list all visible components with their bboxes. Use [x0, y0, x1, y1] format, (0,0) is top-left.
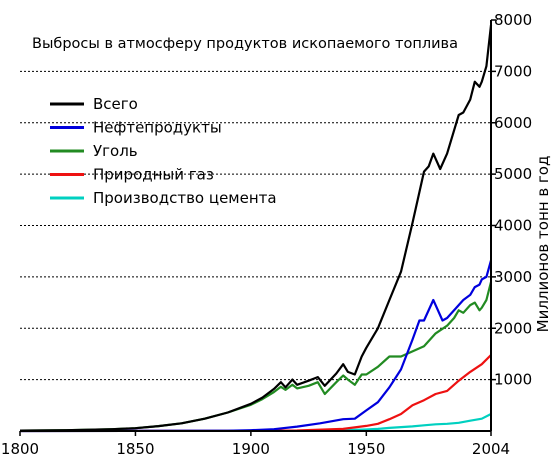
chart-title: Выбросы в атмосферу продуктов ископаемог… — [32, 36, 458, 52]
legend-label: Всего — [93, 95, 138, 113]
y-tick-label: 7000 — [494, 62, 532, 80]
x-tick-label: 1950 — [347, 440, 385, 458]
legend-label: Нефтепродукты — [93, 119, 222, 137]
x-tick-label: 1800 — [1, 440, 39, 458]
series-line-0 — [19, 24, 493, 432]
legend-label: Уголь — [93, 142, 138, 160]
grid-lines — [20, 70, 491, 381]
y-tick-label: 2000 — [494, 319, 532, 337]
y-tick-label: 8000 — [494, 11, 532, 29]
series-line-3 — [19, 354, 492, 433]
y-tick-label: 6000 — [494, 114, 532, 132]
series-lines — [19, 24, 493, 433]
x-tick-label: 1850 — [116, 440, 154, 458]
legend-label: Производство цемента — [93, 189, 277, 207]
x-tick-label: 1900 — [232, 440, 270, 458]
y-tick-label: 5000 — [494, 165, 532, 183]
y-tick-label: 4000 — [494, 217, 532, 235]
series-line-1 — [19, 260, 493, 433]
series-line-2 — [19, 281, 493, 432]
series-line-4 — [19, 413, 492, 433]
y-axis-label: Миллионов тонн в год — [534, 156, 552, 333]
tick-labels: 1000 2000 3000 4000 5000 6000 7000 8000 1800 1850… — [1, 11, 532, 458]
y-tick-label: 3000 — [494, 268, 532, 286]
y-tick-label: 1000 — [494, 371, 532, 389]
legend: Всего Нефтепродукты Уголь Природный газ Прои… — [50, 95, 277, 207]
x-tick-label: 2004 — [472, 440, 510, 458]
legend-label: Природный газ — [93, 166, 214, 184]
